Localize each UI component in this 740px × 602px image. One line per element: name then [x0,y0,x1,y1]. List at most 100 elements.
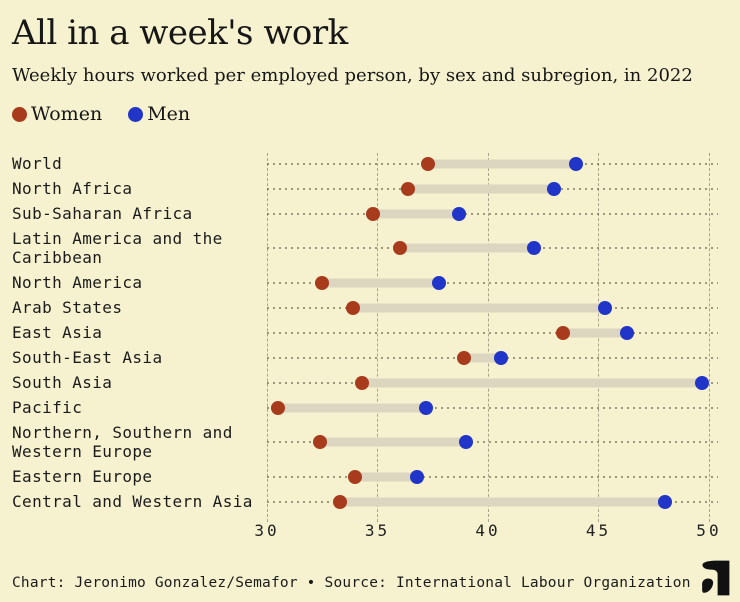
chart-row: North Africa [12,176,728,201]
range-bar [353,303,606,313]
women-dot [332,494,347,509]
dumbbell-chart: World North Africa Sub-Saharan Africa Latin… [12,151,728,544]
row-leader-line [267,406,718,409]
row-track [267,151,720,176]
legend-item-women: Women [12,103,102,125]
row-label: Latin America and the Caribbean [12,229,223,268]
women-dot [421,156,436,171]
legend: Women Men [12,103,728,125]
row-track [267,464,720,489]
x-tick-label: 35 [364,521,391,541]
row-label: Central and Western Asia [12,492,253,512]
women-dot [366,206,381,221]
chart-row: Latin America and the Caribbean [12,226,728,270]
row-leader-line [267,331,718,334]
chart-row: South-East Asia [12,345,728,370]
men-dot [695,375,710,390]
row-label: South Asia [12,373,113,393]
row-label: Sub-Saharan Africa [12,204,193,224]
range-bar [563,328,628,338]
women-dot [401,181,416,196]
row-label: North America [12,273,143,293]
men-dot [620,325,635,340]
chart-rows: World North Africa Sub-Saharan Africa Latin… [12,151,728,523]
row-leader-line [267,212,718,215]
women-dot [392,241,407,256]
row-label: East Asia [12,323,103,343]
row-leader-line [267,475,718,478]
x-axis: 30 35 40 45 50 [254,514,722,544]
row-label: Eastern Europe [12,467,153,487]
women-dot [315,275,330,290]
women-dot [355,375,370,390]
row-track [267,201,720,226]
row-leader-line [267,281,718,284]
row-track [267,176,720,201]
x-tick-label: 50 [696,521,722,541]
chart-row: South Asia [12,370,728,395]
range-bar [399,243,535,253]
row-label: South-East Asia [12,348,163,368]
row-track [267,370,720,395]
range-bar [355,472,418,482]
chart-row: Central and Western Asia [12,489,728,514]
chart-row: Eastern Europe [12,464,728,489]
row-track [267,295,720,320]
x-tick-label: 30 [254,521,280,541]
row-track [267,420,720,464]
x-tick-label: 45 [585,521,612,541]
row-track [267,345,720,370]
x-tick-label: 40 [475,521,501,541]
chart-row: Pacific [12,395,728,420]
range-bar [320,437,466,447]
range-bar [463,353,502,363]
row-label: North Africa [12,179,133,199]
footer: Chart: Jeronimo Gonzalez/Semafor • Sourc… [12,560,730,596]
men-dot-icon [128,106,144,122]
semafor-logo [702,560,730,596]
men-dot [547,181,562,196]
women-dot [456,350,471,365]
range-bar [339,497,665,507]
chart-row: East Asia [12,320,728,345]
row-label: Arab States [12,298,123,318]
range-bar [408,184,555,194]
chart-row: Northern, Southern and Western Europe [12,420,728,464]
women-dot [313,435,328,450]
legend-item-men: Men [128,103,190,125]
row-track [267,489,720,514]
credit-line: Chart: Jeronimo Gonzalez/Semafor • Sourc… [12,575,691,591]
chart-row: North America [12,270,728,295]
chart-row: Sub-Saharan Africa [12,201,728,226]
chart-row: World [12,151,728,176]
row-track [267,226,720,270]
men-dot [452,206,467,221]
range-bar [362,378,703,388]
men-dot [419,400,434,415]
row-leader-line [267,441,718,444]
row-track [267,270,720,295]
men-dot [598,300,613,315]
women-dot [556,325,571,340]
row-label: World [12,154,63,174]
chart-row: Arab States [12,295,728,320]
row-track [267,320,720,345]
range-bar [278,403,427,413]
row-track [267,395,720,420]
legend-label-men: Men [147,103,191,126]
men-dot [569,156,584,171]
women-dot [348,469,363,484]
legend-label-women: Women [31,103,103,126]
range-bar [322,278,440,288]
chart-card: All in a week's work Weekly hours worked… [12,13,728,544]
men-dot [527,241,542,256]
page-title: All in a week's work [12,13,348,53]
men-dot [458,435,473,450]
men-dot [432,275,447,290]
men-dot [657,494,672,509]
chart-subtitle: Weekly hours worked per employed person,… [12,65,693,87]
range-bar [373,209,460,219]
men-dot [410,469,425,484]
women-dot [271,400,286,415]
row-label: Pacific [12,398,83,418]
